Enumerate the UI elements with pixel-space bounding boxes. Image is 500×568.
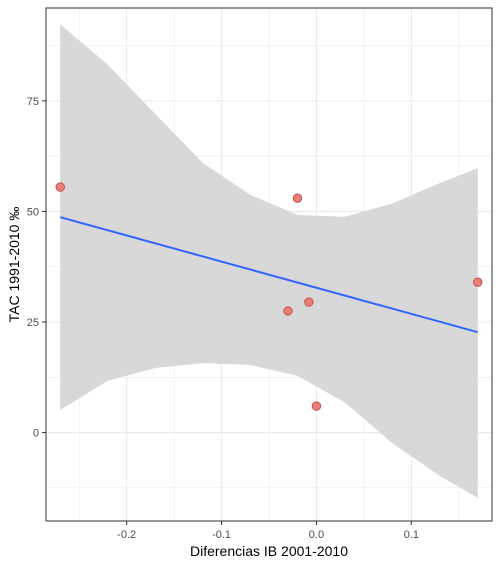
x-tick-label: 0.0 xyxy=(309,529,324,541)
y-tick-label: 0 xyxy=(33,428,39,440)
confidence-band xyxy=(60,24,478,499)
panel-border xyxy=(45,7,493,522)
x-axis-title: Diferencias IB 2001-2010 xyxy=(190,543,348,559)
y-axis: 0 25 50 75 xyxy=(27,96,46,440)
data-point xyxy=(283,306,293,316)
data-point xyxy=(55,182,65,192)
data-points xyxy=(55,182,483,411)
y-axis-title: TAC 1991-2010 ‰ xyxy=(6,207,22,323)
data-point xyxy=(292,193,303,203)
x-tick-label: 0.1 xyxy=(404,529,419,541)
y-tick-label: 75 xyxy=(27,96,39,108)
y-tick-label: 50 xyxy=(27,206,39,218)
x-axis: -0.2 -0.1 0.0 0.1 xyxy=(117,521,419,541)
x-tick-label: -0.1 xyxy=(212,529,231,541)
data-point xyxy=(311,401,322,411)
x-tick-label: -0.2 xyxy=(117,529,136,541)
data-point xyxy=(473,277,483,287)
regression-line xyxy=(59,216,479,334)
data-point xyxy=(304,297,314,307)
y-tick-label: 25 xyxy=(27,317,39,329)
